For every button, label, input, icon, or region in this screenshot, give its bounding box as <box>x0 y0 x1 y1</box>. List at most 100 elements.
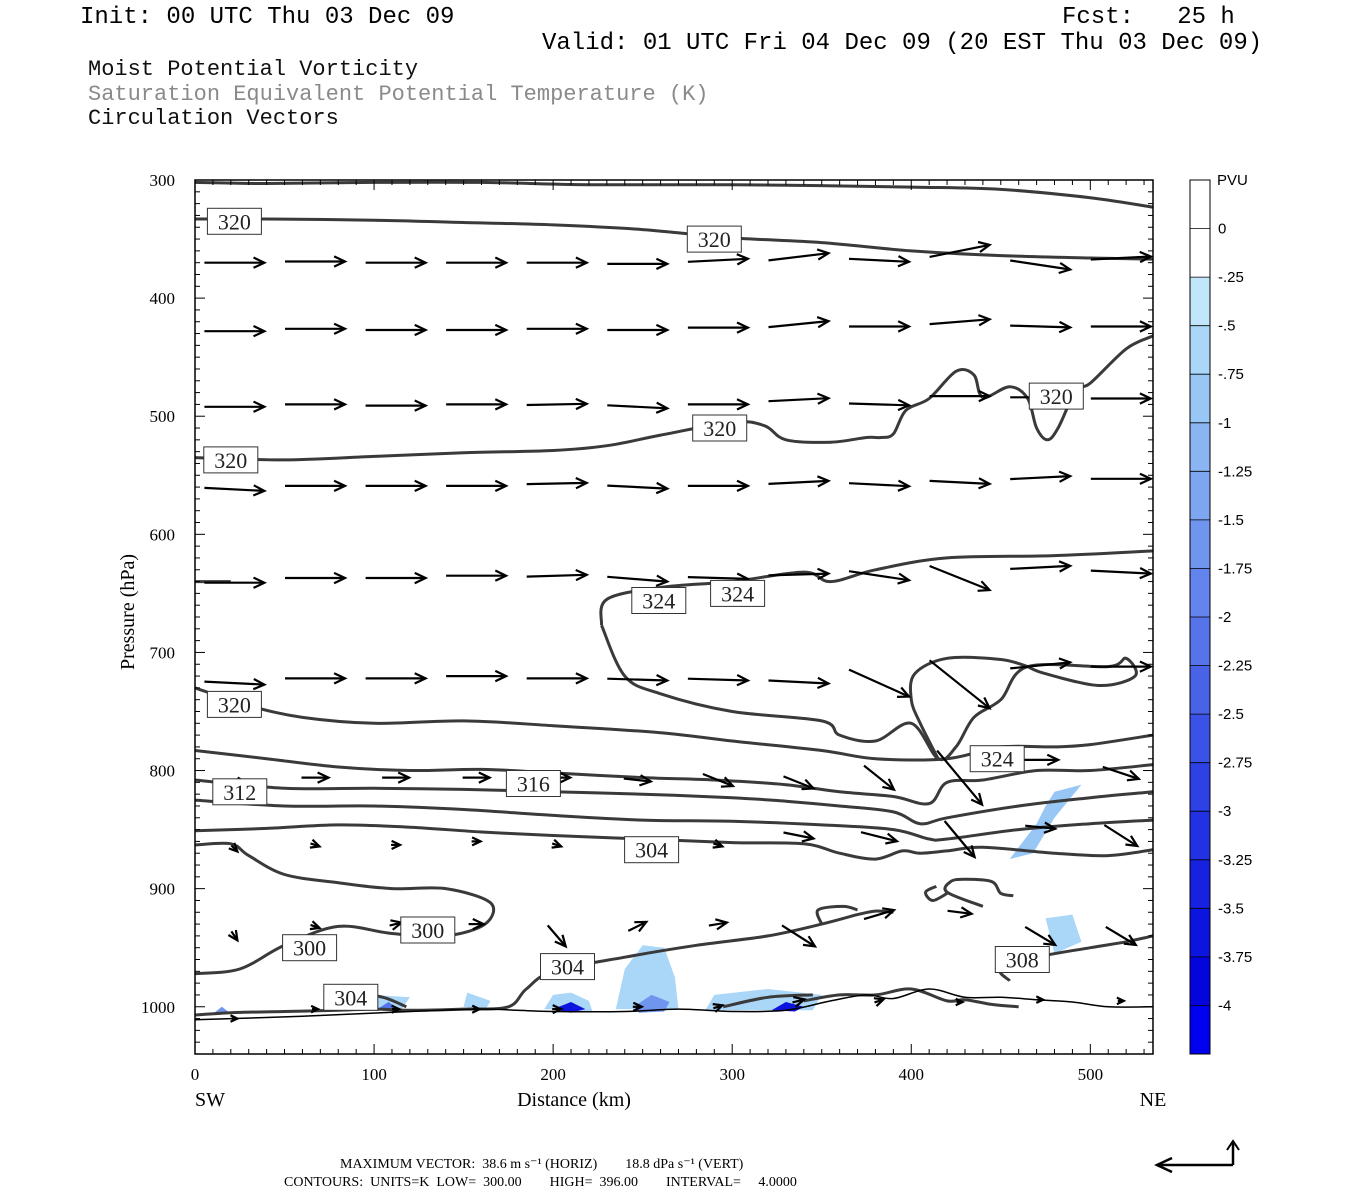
circulation-vector <box>607 481 670 495</box>
contour-label: 320 <box>692 414 748 442</box>
circulation-vector <box>526 476 590 490</box>
circulation-vector <box>768 316 832 329</box>
svg-text:316: 316 <box>517 772 550 797</box>
circulation-vector <box>468 918 487 931</box>
theta-es-contour <box>195 217 1153 261</box>
circulation-vector <box>1025 821 1058 834</box>
circulation-vector <box>546 924 568 949</box>
circulation-vector <box>309 838 322 849</box>
circulation-vector <box>929 564 992 592</box>
circulation-vector <box>228 842 240 854</box>
colorbar-swatch <box>1190 277 1210 327</box>
colorbar-swatch <box>1190 665 1210 715</box>
circulation-vector <box>365 571 429 585</box>
circulation-vector <box>204 400 267 413</box>
circulation-vector <box>204 678 267 691</box>
circulation-vector <box>301 771 332 784</box>
colorbar-swatch <box>1190 1005 1210 1055</box>
circulation-vector <box>230 1014 240 1023</box>
contour-label: 320 <box>206 690 262 718</box>
circulation-vector <box>551 838 564 849</box>
circulation-vector <box>712 838 725 849</box>
colorbar-tick-label: -3 <box>1218 803 1231 820</box>
circulation-vector <box>285 255 348 268</box>
circulation-vector <box>365 479 429 492</box>
colorbar-units: PVU <box>1217 172 1248 189</box>
circulation-vector <box>849 320 912 333</box>
circulation-vector <box>1090 392 1153 405</box>
contour-label: 320 <box>206 207 262 235</box>
circulation-vector <box>863 764 896 792</box>
contour-label: 320 <box>1028 382 1084 410</box>
circulation-vector <box>227 929 239 943</box>
colorbar-tick-label: -1.25 <box>1218 463 1252 480</box>
contour-label: 300 <box>400 916 456 944</box>
circulation-vector <box>310 1004 321 1014</box>
circulation-vector <box>1024 925 1058 947</box>
circulation-vector <box>382 771 412 784</box>
pv-shade <box>463 992 491 1011</box>
circulation-vector <box>471 836 484 847</box>
circulation-vector <box>687 479 751 492</box>
circulation-vector <box>365 672 429 685</box>
colorbar-tick-label: -1 <box>1218 415 1231 432</box>
circulation-vector <box>526 256 590 269</box>
circulation-vector <box>446 256 509 269</box>
svg-text:320: 320 <box>1040 384 1073 409</box>
circulation-vector <box>708 918 730 931</box>
circulation-vector <box>1010 560 1073 573</box>
circulation-vector <box>947 906 975 919</box>
colorbar-tick-label: -3.5 <box>1218 900 1244 917</box>
y-tick-label: 700 <box>150 643 176 662</box>
circulation-vector <box>285 571 348 585</box>
circulation-vector <box>471 1004 483 1014</box>
circulation-vector <box>632 1001 645 1012</box>
colorbar-swatch <box>1190 714 1210 764</box>
theta-es-contour <box>600 624 1138 762</box>
colorbar-tick-label: -2 <box>1218 609 1231 626</box>
circulation-vector <box>1090 567 1153 580</box>
circulation-vector <box>526 322 590 335</box>
svg-text:320: 320 <box>218 692 251 717</box>
circulation-vector <box>204 576 267 589</box>
theta-es-contour <box>943 877 1014 908</box>
contour-label: 324 <box>710 579 766 607</box>
contour-label: 308 <box>994 946 1050 973</box>
colorbar-swatch <box>1190 762 1210 812</box>
circulation-vector <box>781 924 818 948</box>
circulation-vector <box>365 323 429 337</box>
circulation-vector <box>848 479 912 492</box>
colorbar-tick-label: -3.75 <box>1218 949 1252 966</box>
colorbar-tick-label: -1.5 <box>1218 512 1244 529</box>
theta-es-contour <box>815 904 858 925</box>
colorbar-swatch <box>1190 471 1210 521</box>
svg-text:324: 324 <box>981 747 1014 772</box>
circulation-vector <box>929 314 993 327</box>
x-tick-label: 300 <box>719 1065 745 1084</box>
circulation-vector <box>929 390 993 403</box>
y-tick-label: 600 <box>150 525 176 544</box>
circulation-vector <box>285 322 348 335</box>
circulation-vector <box>285 398 348 411</box>
colorbar-tick-label: 0 <box>1218 221 1226 238</box>
colorbar-swatch <box>1190 859 1210 909</box>
init-time: Init: 00 UTC Thu 03 Dec 09 <box>80 4 455 31</box>
svg-text:300: 300 <box>411 918 444 943</box>
circulation-vector <box>873 997 886 1007</box>
theta-es-contour <box>195 334 1153 462</box>
circulation-vector <box>623 774 654 787</box>
circulation-vector <box>1102 765 1142 782</box>
circulation-vector <box>1090 320 1153 333</box>
circulation-vector <box>309 920 322 931</box>
svg-text:320: 320 <box>698 227 731 252</box>
circulation-vector <box>928 659 992 710</box>
colorbar-tick-label: -.25 <box>1218 269 1244 286</box>
colorbar-tick-label: -.75 <box>1218 366 1244 383</box>
colorbar-swatch <box>1190 325 1210 375</box>
circulation-vector <box>792 996 808 1008</box>
contour-label: 304 <box>624 836 680 864</box>
x-end-label-ne: NE <box>1140 1089 1167 1111</box>
circulation-vector <box>768 676 832 690</box>
y-tick-label: 900 <box>150 880 176 899</box>
colorbar-tick-label: -1.75 <box>1218 560 1252 577</box>
